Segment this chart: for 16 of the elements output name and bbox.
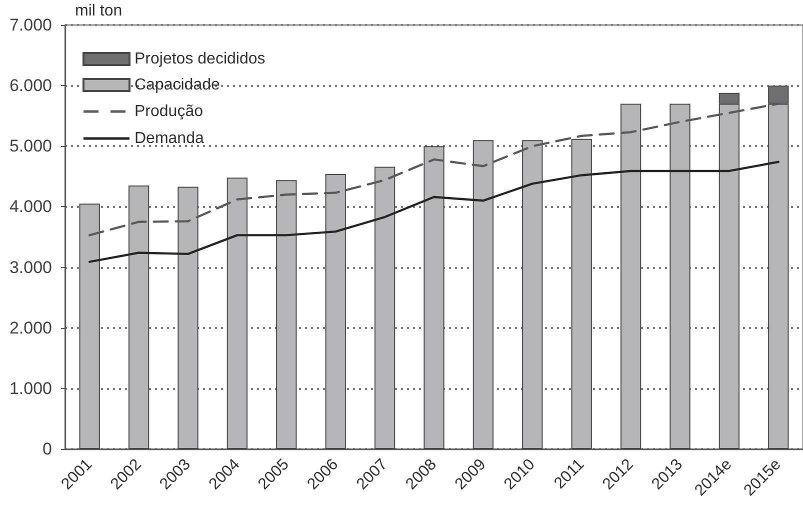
line-series [88, 160, 780, 263]
y-tick-label: 7.000 [9, 16, 52, 34]
y-tick-label: 4.000 [9, 197, 52, 216]
y-tick-label: 5.000 [9, 136, 52, 156]
legend-label: Projetos decididos [134, 50, 266, 68]
bar [472, 140, 494, 449]
bar [226, 178, 248, 449]
legend-label: Capacidade [134, 76, 220, 94]
legend-label: Demanda [134, 130, 204, 147]
legend-label: Produção [134, 103, 204, 120]
y-tick-label: 6.000 [9, 76, 52, 96]
y-tick-label: 3.000 [9, 258, 52, 277]
y-tick-label: 1.000 [9, 378, 52, 398]
y-axis-title: mil ton [75, 2, 122, 20]
y-tick-label: 0 [42, 440, 52, 458]
y-tick-label: 2.000 [9, 318, 52, 338]
